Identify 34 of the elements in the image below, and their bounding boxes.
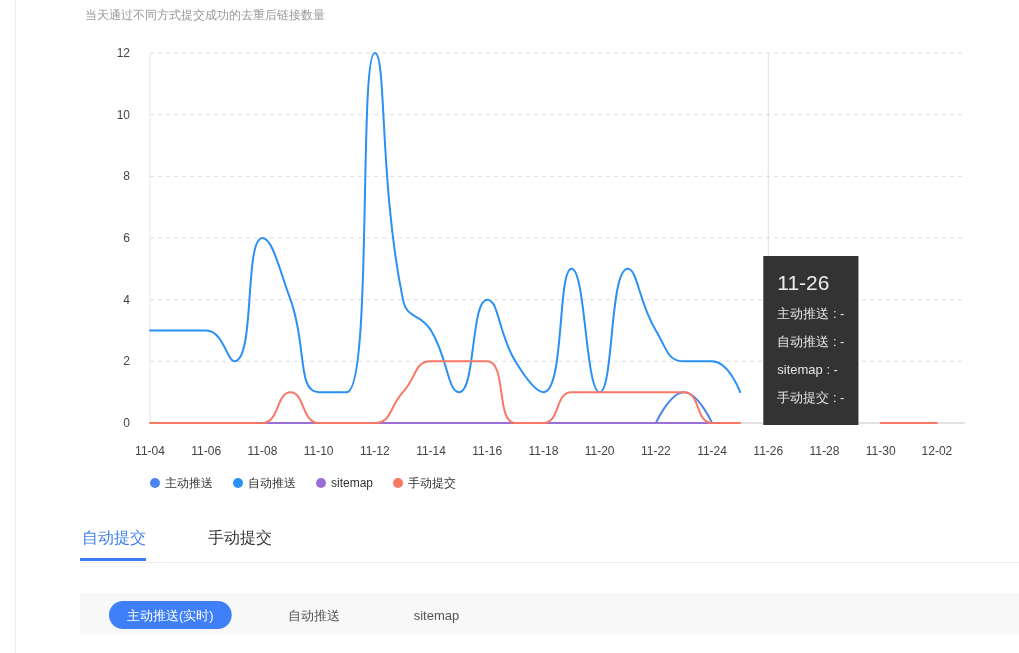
y-tick-label: 12 — [116, 46, 131, 60]
x-tick-label: 11-26 — [753, 444, 784, 458]
x-tick-label: 11-08 — [247, 444, 278, 458]
x-tick-label: 11-18 — [528, 444, 559, 458]
y-tick-label: 2 — [123, 354, 131, 369]
x-tick-label: 12-02 — [921, 444, 953, 458]
y-tick-label: 6 — [123, 231, 131, 245]
x-tick-label: 11-22 — [640, 444, 672, 458]
annotation: 11-26 — [777, 271, 830, 294]
x-tick-label: 11-04 — [135, 444, 166, 458]
legend-label: 手动提交 — [408, 476, 457, 490]
x-tick-label: 11-12 — [359, 444, 391, 458]
y-tick-label: 8 — [123, 169, 131, 184]
legend-label: 自动推送 — [248, 476, 296, 490]
legend-label: 主动推送 — [165, 476, 213, 490]
x-tick-label: 11-14 — [416, 444, 447, 458]
x-tick-label: 11-24 — [697, 444, 728, 458]
x-tick-label: 11-16 — [472, 444, 503, 458]
y-tick-label: 0 — [123, 416, 131, 430]
annotation: 自动推送 : - — [777, 334, 845, 349]
y-tick-label: 4 — [123, 292, 131, 307]
x-tick-label: 11-30 — [865, 444, 896, 458]
annotation: sitemap : - — [777, 362, 838, 377]
sub-tabs: 主动推送(实时) 自动推送 sitemap — [80, 593, 1019, 635]
annotation: 主动推送 : - — [777, 306, 845, 321]
x-tick-label: 11-10 — [303, 444, 334, 458]
x-tick-label: 11-28 — [809, 444, 840, 458]
y-tick-label: 10 — [116, 107, 131, 122]
x-tick-label: 11-20 — [584, 444, 615, 458]
legend-label: sitemap — [331, 476, 374, 490]
x-tick-label: 11-06 — [191, 444, 222, 458]
annotation: 手动提交 : - — [777, 390, 845, 405]
tabs: 自动提交 手动提交 — [79, 529, 1019, 563]
chart-title: 当天通过不同方式提交成功的去重后链接数量 — [85, 8, 325, 22]
